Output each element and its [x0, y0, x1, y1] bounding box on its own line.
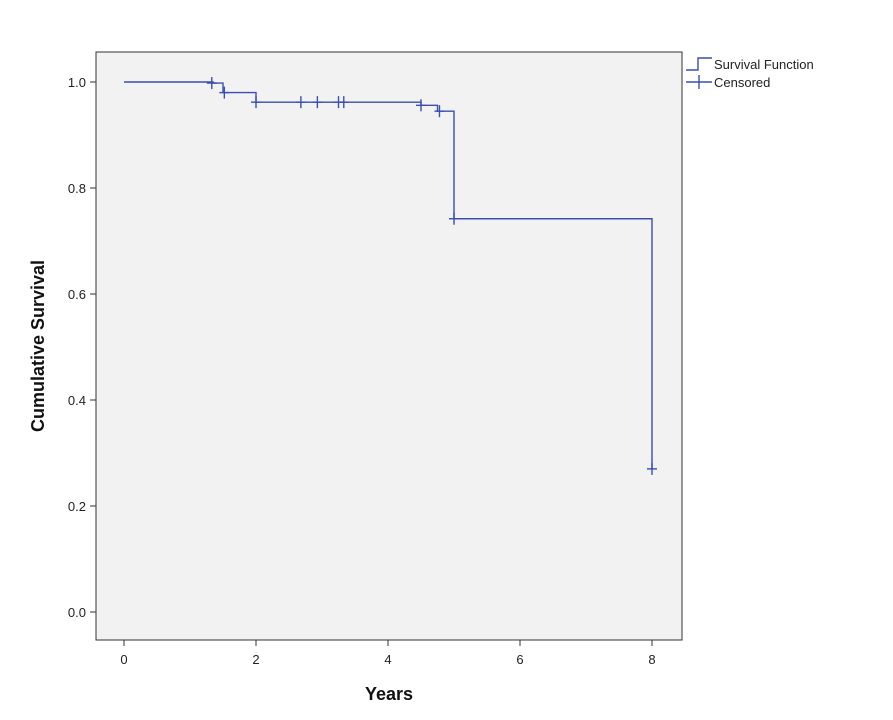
y-tick-label: 0.2	[68, 499, 86, 514]
legend-label-censored: Censored	[714, 75, 770, 90]
censored-mark	[449, 212, 459, 225]
y-tick-label: 1.0	[68, 75, 86, 90]
x-tick-label: 2	[252, 652, 259, 667]
plot-area	[95, 51, 683, 641]
x-tick-label: 4	[384, 652, 391, 667]
censor-marks-layer	[206, 77, 657, 475]
legend-step-symbol	[686, 57, 712, 71]
legend-label-survival: Survival Function	[714, 57, 814, 72]
x-tick-label: 0	[120, 652, 127, 667]
legend: Survival Function Censored	[686, 57, 814, 90]
x-tick-label: 8	[648, 652, 655, 667]
censored-mark	[434, 105, 445, 118]
censored-mark	[647, 462, 657, 475]
censored-mark	[251, 96, 261, 109]
y-tick-label: 0.8	[68, 181, 86, 196]
y-tick-label: 0.0	[68, 605, 86, 620]
y-tick-label: 0.4	[68, 393, 86, 408]
censored-mark	[416, 99, 426, 112]
censored-mark	[312, 96, 323, 109]
censored-mark	[338, 96, 349, 109]
x-axis-label: Years	[365, 684, 413, 704]
y-axis-label: Cumulative Survival	[28, 260, 48, 432]
censored-mark	[219, 86, 230, 99]
x-tick-label: 6	[516, 652, 523, 667]
censored-mark	[206, 77, 217, 90]
y-tick-label: 0.6	[68, 287, 86, 302]
censored-mark	[295, 96, 306, 109]
axes: 0.0 0.2 0.4 0.6 0.8 1.0 0 2 4 6 8	[68, 75, 656, 667]
